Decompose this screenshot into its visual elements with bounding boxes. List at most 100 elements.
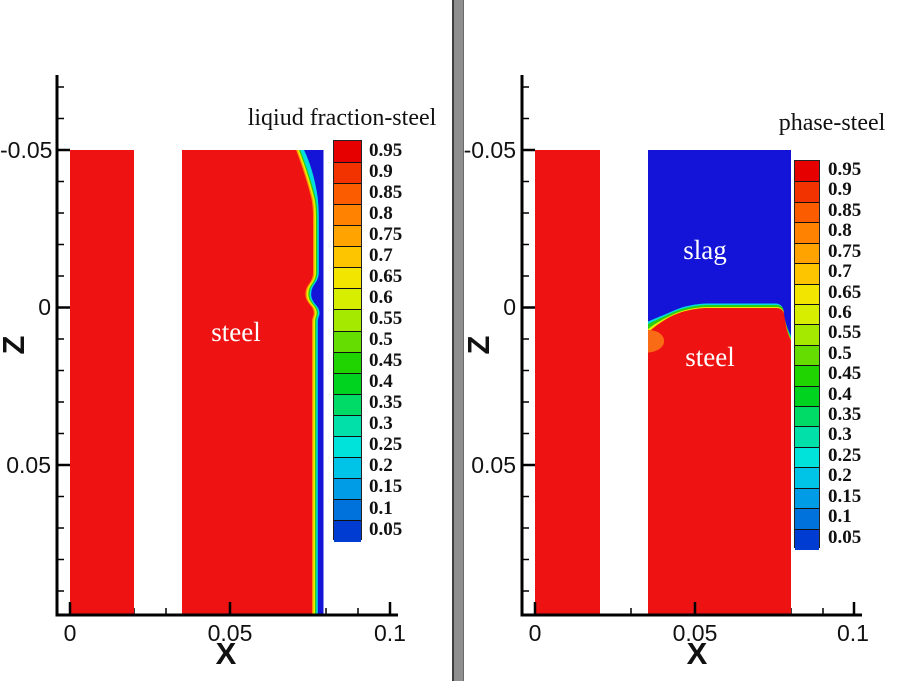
colorbar-label: 0.5 [369, 329, 393, 351]
colorbar-segment [334, 225, 361, 248]
right-plot-axes [520, 75, 862, 617]
colorbar-label: 0.5 [828, 342, 852, 364]
colorbar-label: 0.05 [369, 518, 403, 540]
colorbar-segment [795, 324, 819, 346]
colorbar-segment [795, 487, 819, 510]
colorbar-segment [334, 477, 361, 500]
colorbar-segment [334, 267, 361, 290]
colorbar-segment [334, 393, 361, 416]
colorbar-segment [334, 499, 361, 522]
colorbar-segment [795, 242, 819, 265]
colorbar-segment [795, 263, 819, 285]
right-z-tick-0: 0 [503, 294, 516, 320]
left-x-tick-0: 0 [63, 620, 77, 646]
colorbar-label: 0.75 [828, 240, 862, 262]
colorbar-segment [334, 204, 361, 227]
colorbar-label: 0.35 [369, 392, 403, 414]
frame-divider [452, 0, 464, 681]
left-plot-left-column [70, 150, 134, 615]
colorbar-body [794, 160, 820, 550]
colorbar-label: 0.85 [369, 181, 403, 203]
colorbar-label: 0.3 [828, 424, 852, 446]
colorbar-label: 0.4 [828, 383, 852, 405]
colorbar-label: 0.65 [828, 281, 862, 303]
colorbar-segment [334, 288, 361, 311]
right-steel-region-label: steel [685, 342, 735, 372]
colorbar-segment [334, 414, 361, 437]
colorbar-label: 0.95 [369, 139, 403, 161]
right-x-tick-0.05: 0.05 [672, 620, 718, 646]
colorbar-label: 0.9 [369, 160, 393, 182]
colorbar-label: 0.6 [369, 286, 393, 308]
colorbar-label: 0.7 [828, 261, 852, 283]
colorbar-label: 0.15 [369, 476, 403, 498]
right-z-tick-0.05: 0.05 [471, 452, 516, 478]
left-steel-region-label: steel [211, 317, 261, 347]
colorbar-segment [795, 446, 819, 469]
colorbar-label: 0.35 [828, 404, 862, 426]
colorbar-label: 0.25 [828, 444, 862, 466]
colorbar-label: 0.2 [828, 465, 852, 487]
colorbar-label: 0.45 [828, 363, 862, 385]
right-slag-region-label: slag [683, 235, 727, 265]
colorbar-segment [795, 161, 819, 183]
left-z-axis-label: Z [0, 305, 31, 385]
colorbar-label: 0.05 [828, 526, 862, 548]
colorbar-label: 0.55 [369, 307, 403, 329]
colorbar-segment [334, 456, 361, 479]
colorbar-label: 0.9 [828, 179, 852, 201]
colorbar-segment [334, 435, 361, 458]
left-z-tick-0.05: 0.05 [6, 452, 51, 478]
colorbar-segment [795, 528, 819, 550]
colorbar-segment [795, 283, 819, 305]
colorbar-segment [334, 162, 361, 185]
colorbar-label: 0.4 [369, 371, 393, 393]
colorbar-segment [334, 246, 361, 269]
right-plot-title: phase-steel [778, 110, 886, 136]
left-z-tick--0.05: -0.05 [0, 137, 53, 163]
left-z-tick-0: 0 [38, 294, 51, 320]
left-x-tick-0.1: 0.1 [374, 620, 406, 646]
right-x-tick-0.1: 0.1 [837, 620, 869, 646]
right-x-tick-0: 0 [528, 620, 542, 646]
colorbar-segment [334, 141, 361, 164]
right-z-tick--0.05: -0.05 [463, 137, 516, 163]
right-plot-slag-steel-column [648, 150, 791, 615]
colorbar-segment [795, 406, 819, 428]
colorbar-label: 0.6 [828, 301, 852, 323]
left-plot-axes [55, 75, 398, 617]
colorbar-label: 0.55 [828, 322, 862, 344]
colorbar-label: 0.45 [369, 350, 403, 372]
colorbar-segment [334, 351, 361, 374]
colorbar-segment [795, 344, 819, 367]
colorbar-label: 0.85 [828, 199, 862, 221]
colorbar-label: 0.8 [369, 202, 393, 224]
colorbar-label: 0.2 [369, 455, 393, 477]
colorbar-segment [795, 426, 819, 448]
left-plot-major-ticks [57, 148, 392, 615]
colorbar-segment [795, 385, 819, 408]
left-plot-title: liqiud fraction-steel [247, 105, 437, 131]
colorbar-segment [334, 309, 361, 332]
colorbar-segment [795, 181, 819, 203]
colorbar-segment [334, 372, 361, 395]
colorbar-body [333, 140, 362, 543]
right-x-axis-label: X [686, 636, 708, 671]
colorbar-label: 0.3 [369, 413, 393, 435]
colorbar-segment [334, 520, 361, 543]
colorbar-segment [795, 201, 819, 224]
left-x-tick-0.05: 0.05 [207, 620, 253, 646]
colorbar-label: 0.1 [369, 497, 393, 519]
colorbar-segment [795, 303, 819, 326]
colorbar-segment [795, 467, 819, 489]
colorbar-label: 0.65 [369, 265, 403, 287]
colorbar-segment [795, 365, 819, 387]
colorbar-label: 0.25 [369, 434, 403, 456]
colorbar-label: 0.7 [369, 244, 393, 266]
colorbar-label: 0.95 [828, 159, 862, 180]
colorbar-label: 0.8 [828, 220, 852, 242]
colorbar-segment [334, 330, 361, 353]
left-x-axis-label: X [215, 636, 237, 671]
colorbar-label: 0.1 [828, 506, 852, 528]
